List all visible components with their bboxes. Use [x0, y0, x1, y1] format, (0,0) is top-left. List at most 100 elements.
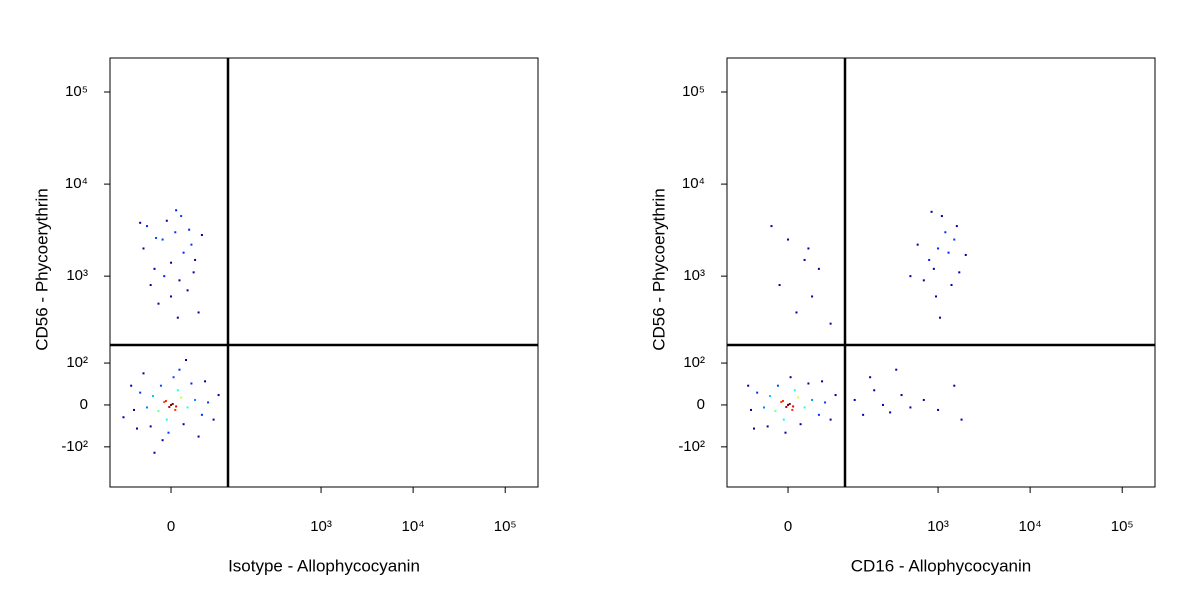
event-dot: [153, 451, 156, 454]
event-dot: [176, 389, 179, 392]
event-dot: [165, 418, 168, 421]
y-axis-label: CD56 - Phycoerythrin: [649, 188, 668, 351]
event-dot: [136, 427, 139, 430]
event-dot: [784, 431, 787, 434]
event-dot: [803, 258, 806, 261]
event-dot: [787, 403, 790, 406]
event-dot: [161, 238, 164, 241]
event-dot: [789, 376, 792, 379]
event-dot: [178, 368, 181, 371]
event-dot: [164, 399, 167, 402]
event-dot: [895, 368, 898, 371]
event-dot: [178, 279, 181, 282]
event-dot: [964, 253, 967, 256]
event-dot: [909, 406, 912, 409]
y-tick-label: 10⁵: [682, 83, 705, 100]
plot-frame: [726, 57, 1156, 488]
plot: 0 10³ 10⁴ 10⁵ 10⁵ 10⁴ 10³ 10² 0 -10² Isotype - All…: [32, 57, 539, 575]
event-dot: [176, 316, 179, 319]
event-dot: [795, 311, 798, 314]
event-dot: [762, 406, 765, 409]
event-dot: [157, 409, 160, 412]
event-dot: [781, 399, 784, 402]
y-tick-label: 10⁵: [65, 83, 88, 100]
event-dot: [953, 238, 956, 241]
event-dot: [932, 267, 935, 270]
event-dot: [922, 279, 925, 282]
event-dot: [165, 219, 168, 222]
event-dot: [797, 396, 800, 399]
y-tick-label: 10³: [66, 267, 88, 284]
x-tick-label: 10⁵: [494, 518, 517, 535]
event-dot: [170, 403, 173, 406]
y-tick-label: 0: [80, 396, 88, 413]
event-dot: [821, 380, 824, 383]
x-tick-label: 10⁴: [1019, 518, 1042, 535]
event-dot: [184, 359, 187, 362]
event-dot: [817, 413, 820, 416]
event-dot: [853, 398, 856, 401]
event-dot: [944, 231, 947, 234]
y-tick-label: 10³: [683, 267, 705, 284]
event-dot: [770, 225, 773, 228]
event-dot: [171, 402, 174, 405]
event-dot: [780, 400, 783, 403]
event-dot: [197, 435, 200, 438]
event-dot: [163, 400, 166, 403]
event-dot: [829, 322, 832, 325]
event-dot: [157, 302, 160, 305]
event-dot: [133, 408, 136, 411]
event-dot: [778, 284, 781, 287]
event-dot: [188, 228, 191, 231]
x-tick-label: 0: [167, 518, 175, 535]
event-dot: [217, 394, 220, 397]
event-dot: [958, 271, 961, 274]
event-dot: [774, 409, 777, 412]
event-dot: [174, 231, 177, 234]
y-tick-label: 10⁴: [682, 175, 705, 192]
event-dot: [916, 243, 919, 246]
event-dot: [803, 406, 806, 409]
x-tick-label: 10⁴: [402, 518, 425, 535]
event-dot: [170, 295, 173, 298]
event-dot: [186, 289, 189, 292]
event-dot: [873, 389, 876, 392]
event-dot: [139, 221, 142, 224]
event-dot: [811, 295, 814, 298]
x-axis-label: Isotype - Allophycocyanin: [228, 556, 420, 575]
event-dot: [149, 425, 152, 428]
event-dot: [139, 391, 142, 394]
event-dot: [862, 413, 865, 416]
event-dot: [180, 396, 183, 399]
event-dot: [163, 275, 166, 278]
y-tick-label: -10²: [678, 438, 705, 455]
event-dot: [192, 271, 195, 274]
event-dot: [174, 408, 177, 411]
y-tick-label: -10²: [61, 438, 88, 455]
event-dot: [200, 413, 203, 416]
event-dot: [960, 418, 963, 421]
event-dot: [159, 384, 162, 387]
event-dot: [909, 275, 912, 278]
event-dot: [782, 418, 785, 421]
event-dot: [950, 284, 953, 287]
event-dot: [212, 418, 215, 421]
event-dot: [939, 316, 942, 319]
event-dot: [955, 225, 958, 228]
event-dot: [142, 372, 145, 375]
event-dot: [793, 389, 796, 392]
event-dot: [145, 406, 148, 409]
event-dot: [824, 401, 827, 404]
event-dot: [194, 258, 197, 261]
event-dot: [200, 234, 203, 237]
x-tick-label: 10⁵: [1111, 518, 1134, 535]
x-tick-label: 10³: [310, 518, 332, 535]
event-dot: [953, 384, 956, 387]
event-dot: [155, 236, 158, 239]
event-dot: [937, 408, 940, 411]
event-dot: [197, 311, 200, 314]
event-dot: [180, 215, 183, 218]
event-dot: [791, 408, 794, 411]
event-dot: [122, 416, 125, 419]
